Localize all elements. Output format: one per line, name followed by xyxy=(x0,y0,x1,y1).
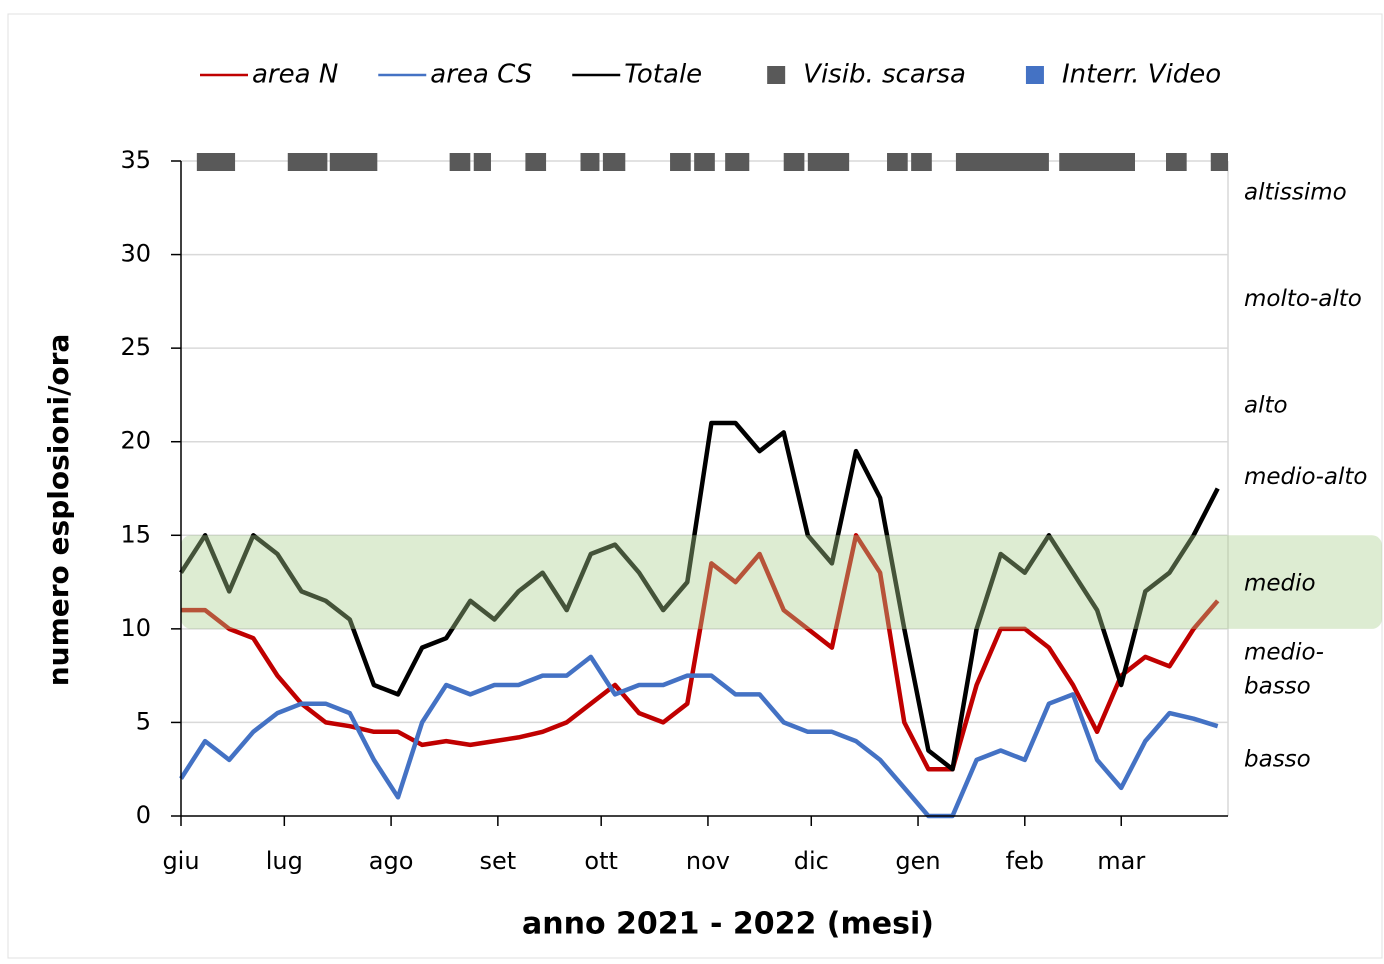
x-tick-label: gen xyxy=(895,847,940,875)
level-label: medio-alto xyxy=(1244,464,1368,490)
visibility-bar xyxy=(955,153,1049,171)
visibility-bar xyxy=(287,153,328,171)
visibility-bar xyxy=(725,153,750,171)
visibility-bar xyxy=(473,153,491,171)
visibility-bar xyxy=(670,153,691,171)
y-tick-label: 35 xyxy=(120,146,151,174)
series-line xyxy=(181,533,1220,772)
legend-label: area N xyxy=(252,60,338,90)
x-tick-label: ott xyxy=(584,847,618,875)
x-tick-label: nov xyxy=(686,847,730,875)
level-label: altissimo xyxy=(1244,179,1347,205)
legend-label: area CS xyxy=(430,60,532,90)
visibility-bar xyxy=(1210,153,1228,171)
y-tick-label: 25 xyxy=(120,333,151,361)
visibility-bar xyxy=(580,153,600,171)
x-tick-label: ago xyxy=(369,847,414,875)
visibility-bar xyxy=(783,153,805,171)
level-band xyxy=(181,535,1382,629)
level-label: medio xyxy=(1244,570,1316,596)
x-tick-label: dic xyxy=(794,847,829,875)
level-label: basso xyxy=(1244,746,1311,772)
visibility-bar xyxy=(525,153,547,171)
x-tick-label: set xyxy=(480,847,517,875)
level-label: basso xyxy=(1244,673,1311,699)
y-tick-label: 0 xyxy=(136,801,151,829)
x-axis-label: anno 2021 - 2022 (mesi) xyxy=(522,907,934,942)
series-line xyxy=(179,420,1220,772)
y-axis-label: numero esplosioni/ora xyxy=(42,334,75,687)
visibility-bar xyxy=(449,153,471,171)
y-tick-label: 20 xyxy=(120,427,151,455)
y-tick-label: 30 xyxy=(120,240,151,268)
legend-swatch xyxy=(767,66,786,84)
frame xyxy=(7,13,1383,959)
y-tick-label: 5 xyxy=(136,707,151,735)
visibility-bar xyxy=(694,153,715,171)
visibility-bar xyxy=(196,153,236,171)
visibility-bar xyxy=(602,153,626,171)
legend-label: Interr. Video xyxy=(1062,60,1221,90)
legend-swatch xyxy=(1025,66,1044,84)
series-line xyxy=(179,654,1219,819)
x-tick-label: lug xyxy=(266,847,303,875)
visibility-bar xyxy=(911,153,932,171)
x-tick-label: mar xyxy=(1097,847,1145,875)
visibility-bar xyxy=(1059,153,1136,171)
visibility-bar xyxy=(329,153,378,171)
legend-label: Visib. scarsa xyxy=(803,60,966,90)
level-label: alto xyxy=(1244,393,1288,419)
visibility-bar xyxy=(887,153,908,171)
visibility-bar xyxy=(807,153,850,171)
x-tick-label: giu xyxy=(162,847,199,875)
level-label: medio- xyxy=(1244,640,1324,666)
x-tick-label: feb xyxy=(1006,847,1044,875)
level-label: molto-alto xyxy=(1244,286,1362,312)
y-tick-label: 15 xyxy=(120,520,151,548)
legend-label: Totale xyxy=(624,60,702,90)
visibility-bar xyxy=(1166,153,1187,171)
y-tick-label: 10 xyxy=(120,614,151,642)
